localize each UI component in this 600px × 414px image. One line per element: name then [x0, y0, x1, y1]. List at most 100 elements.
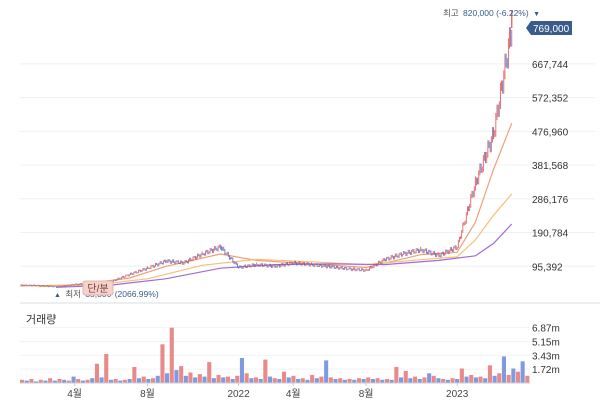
volume-bar — [441, 379, 446, 383]
volume-y-tick-label: 6.87m — [532, 324, 560, 335]
volume-bar — [366, 377, 371, 383]
volume-bar — [146, 379, 151, 383]
volume-bar — [338, 378, 343, 383]
price-y-tick-label: 667,744 — [532, 60, 569, 71]
x-tick-label: 2023 — [446, 389, 469, 400]
volume-bar — [235, 375, 240, 384]
volume-bar — [268, 376, 273, 383]
volume-bar — [417, 379, 422, 383]
volume-bar — [483, 378, 488, 383]
volume-y-tick-label: 3.43m — [532, 351, 560, 362]
x-tick-label: 8월 — [140, 388, 155, 400]
volume-bar — [403, 370, 408, 383]
volume-bar — [38, 379, 43, 383]
volume-bar — [469, 374, 474, 383]
volume-bar — [108, 379, 113, 383]
price-y-tick-label: 476,960 — [532, 127, 569, 138]
volume-bar — [141, 376, 146, 383]
volume-bar — [455, 379, 460, 383]
volume-bar — [394, 366, 399, 383]
low-marker-arrow: ▲ — [54, 292, 61, 299]
volume-bar — [118, 380, 123, 383]
volume-bar — [333, 379, 338, 383]
volume-bar — [473, 377, 478, 383]
volume-y-tick-label: 5.15m — [532, 338, 560, 349]
volume-bar — [342, 379, 347, 383]
volume-bar — [24, 380, 29, 383]
volume-bar — [413, 376, 418, 383]
volume-bar — [356, 378, 361, 383]
volume-bar — [113, 379, 118, 383]
low-marker-pct: (2066.99%) — [115, 289, 159, 299]
high-marker-value: 820,000 (-6.22%) — [463, 8, 529, 18]
last-price-label: 769,000 — [533, 24, 570, 35]
x-tick-label: 4월 — [286, 388, 301, 400]
volume-bar — [520, 361, 525, 384]
volume-bar — [225, 376, 230, 383]
volume-bar — [370, 379, 375, 383]
volume-bar — [361, 379, 366, 383]
volume-bar — [94, 363, 99, 383]
volume-bar — [272, 378, 277, 383]
high-marker-arrow: ▼ — [533, 11, 540, 18]
volume-bar — [99, 377, 104, 383]
volume-bar — [160, 344, 165, 383]
volume-bar — [71, 376, 76, 383]
moving-average-line — [38, 193, 513, 288]
volume-bar — [305, 379, 310, 383]
volume-bar — [497, 373, 502, 383]
volume-bar — [211, 378, 216, 383]
volume-bar — [183, 375, 188, 384]
volume-title: 거래량 — [26, 313, 56, 326]
volume-bar — [431, 375, 436, 384]
volume-bar — [249, 378, 254, 383]
volume-bar — [492, 375, 497, 384]
volume-gridlines — [20, 327, 530, 370]
volume-bar — [221, 377, 226, 383]
volume-bar — [408, 378, 413, 383]
moving-average-lines — [19, 122, 513, 288]
x-tick-label: 8월 — [359, 388, 374, 400]
volume-bar — [169, 327, 174, 383]
x-tick-label: 4월 — [67, 388, 82, 400]
volume-bar — [487, 365, 492, 383]
volume-bar — [347, 379, 352, 383]
volume-bar — [445, 379, 450, 383]
volume-bar — [506, 374, 511, 383]
hover-tooltip-label: 단/분 — [87, 283, 108, 295]
volume-bar — [296, 379, 301, 383]
volume-bar — [122, 379, 127, 383]
volume-bar — [511, 368, 516, 383]
high-marker: 최고 820,000 (-6.22%) ▼ — [443, 8, 540, 18]
volume-bar — [328, 377, 333, 383]
volume-bar — [478, 376, 483, 383]
volume-bar — [277, 379, 282, 383]
volume-bar — [90, 378, 95, 383]
volume-bar — [385, 379, 390, 383]
volume-bar — [104, 354, 109, 383]
price-candles — [20, 10, 513, 288]
volume-bar — [286, 377, 291, 383]
price-y-tick-label: 381,568 — [532, 161, 569, 172]
low-marker-prefix: 최저 — [65, 289, 81, 299]
moving-average-line — [19, 122, 513, 287]
volume-bar — [436, 378, 441, 383]
volume-bar — [380, 379, 385, 383]
volume-bar — [239, 358, 244, 383]
volume-bar — [230, 379, 235, 383]
volume-bar — [399, 377, 404, 383]
volume-bar — [300, 378, 305, 383]
volume-bar — [165, 373, 170, 383]
volume-bar — [137, 378, 142, 383]
volume-bar — [151, 378, 156, 383]
volume-bar — [352, 379, 357, 383]
volume-bar — [20, 379, 25, 383]
volume-bar — [516, 371, 521, 383]
volume-bar — [188, 372, 193, 383]
volume-bar — [66, 380, 71, 383]
volume-bar — [76, 379, 81, 383]
hover-tooltip: 단/분 — [82, 280, 114, 296]
volume-bar — [464, 376, 469, 383]
volume-bar — [216, 374, 221, 383]
